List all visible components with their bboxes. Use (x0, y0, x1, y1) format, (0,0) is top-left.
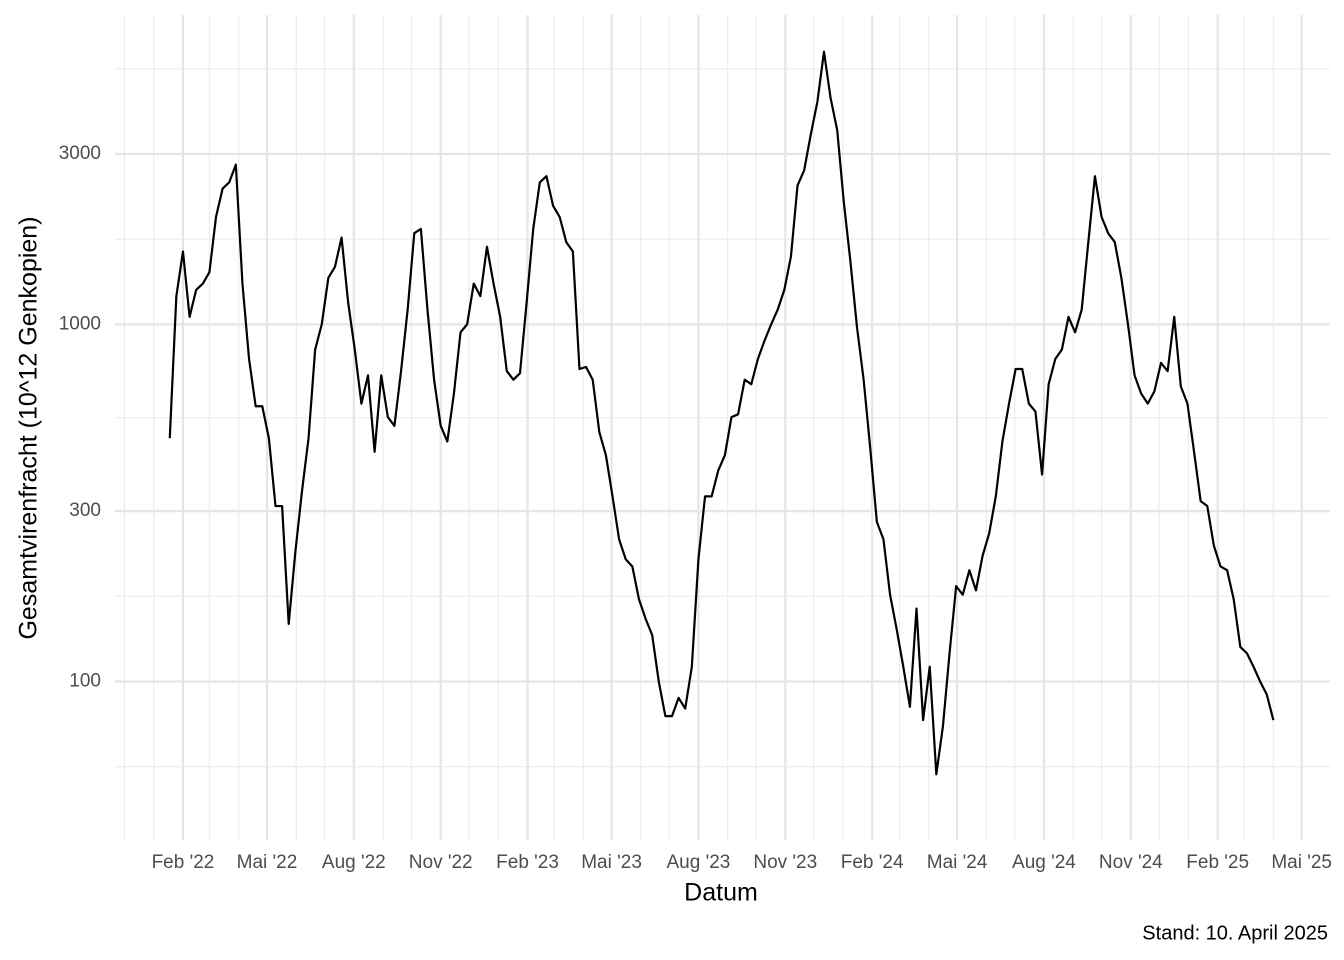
x-tick-label: Nov '22 (409, 852, 473, 873)
x-tick-label: Feb '23 (496, 852, 559, 873)
x-tick-label: Feb '25 (1186, 852, 1249, 873)
x-axis-label: Datum (684, 879, 758, 907)
x-tick-label: Feb '24 (841, 852, 904, 873)
x-tick-label: Nov '24 (1099, 852, 1163, 873)
x-tick-label: Aug '23 (666, 852, 730, 873)
data-line (168, 50, 1275, 776)
x-tick-label: Mai '22 (237, 852, 298, 873)
x-tick-label: Aug '22 (322, 852, 386, 873)
y-axis-label: Gesamtvirenfracht (10^12 Genkopien) (15, 216, 43, 639)
x-tick-label: Mai '24 (927, 852, 988, 873)
x-tick-label: Nov '23 (753, 852, 817, 873)
y-tick-label: 300 (69, 500, 101, 521)
y-tick-label: 3000 (59, 143, 101, 164)
x-tick-label: Mai '25 (1271, 852, 1332, 873)
x-tick-label: Feb '22 (152, 852, 215, 873)
y-tick-label: 100 (69, 671, 101, 692)
caption: Stand: 10. April 2025 (1142, 922, 1328, 944)
x-tick-label: Mai '23 (581, 852, 642, 873)
grid (115, 15, 1330, 840)
x-tick-label: Aug '24 (1012, 852, 1076, 873)
y-tick-label: 1000 (59, 313, 101, 334)
